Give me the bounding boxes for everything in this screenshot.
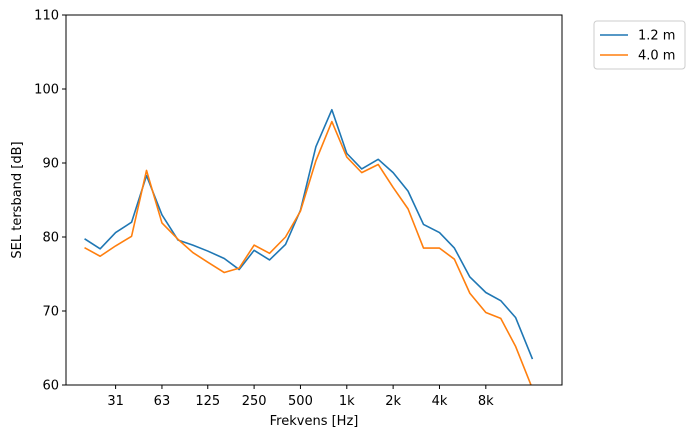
x-tick-label: 1k: [339, 394, 355, 409]
y-axis: 60 70 80 90 100 110: [34, 9, 66, 394]
x-axis-label: Frekvens [Hz]: [270, 414, 359, 429]
x-tick-label: 500: [288, 394, 313, 409]
y-tick-label: 80: [42, 231, 59, 246]
x-tick-label: 125: [195, 394, 220, 409]
y-tick-label: 110: [34, 9, 59, 24]
legend-frame: [593, 20, 686, 70]
legend-label-1-2-m: 1.2 m: [638, 29, 675, 44]
series-line-1: [84, 108, 534, 360]
x-tick-label: 63: [154, 394, 171, 409]
x-tick-label: 31: [107, 394, 124, 409]
series-line-2: [84, 120, 532, 385]
y-axis-label: SEL tersband [dB]: [10, 141, 25, 258]
x-tick-label: 8k: [478, 394, 494, 409]
y-tick-label: 100: [34, 83, 59, 98]
plot-frame: [65, 14, 563, 386]
x-tick-label: 2k: [385, 394, 401, 409]
legend: 1.2 m 4.0 m: [593, 20, 686, 70]
y-tick-label: 90: [42, 157, 59, 172]
x-axis: 31 63 125 250 500 1k 2k 4k 8k: [107, 385, 494, 409]
series-layer: [84, 108, 534, 385]
legend-label-4-0-m: 4.0 m: [638, 49, 675, 64]
y-tick-label: 60: [42, 379, 59, 394]
y-tick-label: 70: [42, 305, 59, 320]
x-tick-label: 250: [242, 394, 267, 409]
x-tick-label: 4k: [432, 394, 448, 409]
